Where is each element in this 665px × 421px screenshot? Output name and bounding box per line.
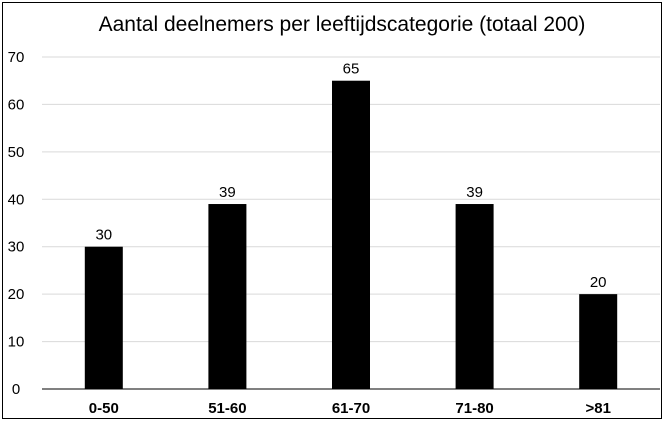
data-label: 39 bbox=[466, 184, 483, 201]
data-label: 65 bbox=[343, 61, 360, 78]
y-tick-label: 30 bbox=[8, 239, 25, 256]
bar bbox=[332, 80, 370, 389]
y-tick-label: 20 bbox=[8, 286, 25, 303]
bar bbox=[208, 204, 247, 389]
x-tick-label: 0-50 bbox=[89, 400, 119, 417]
data-label: 39 bbox=[219, 184, 236, 201]
data-label: 20 bbox=[590, 274, 607, 291]
y-tick-label: 10 bbox=[8, 334, 25, 351]
x-tick-label: 51-60 bbox=[208, 400, 246, 417]
bar bbox=[579, 294, 618, 389]
data-labels: 30 39 65 39 20 bbox=[95, 61, 606, 291]
chart-title: Aantal deelnemers per leeftijdscategorie… bbox=[99, 13, 586, 36]
x-axis-ticks: 0-50 51-60 61-70 71-80 >81 bbox=[89, 400, 611, 417]
y-tick-label: 60 bbox=[8, 96, 25, 113]
data-label: 30 bbox=[95, 227, 112, 244]
y-tick-label: 70 bbox=[8, 49, 25, 66]
x-tick-label: 71-80 bbox=[455, 400, 493, 417]
bar bbox=[455, 204, 494, 389]
bars bbox=[84, 80, 618, 389]
bar bbox=[84, 246, 123, 389]
y-tick-label: 50 bbox=[8, 144, 25, 161]
y-axis-ticks: 0 10 20 30 40 50 60 70 bbox=[8, 49, 25, 398]
y-tick-label: 0 bbox=[12, 381, 20, 398]
x-tick-label: >81 bbox=[585, 400, 610, 417]
y-tick-label: 40 bbox=[8, 191, 25, 208]
x-tick-label: 61-70 bbox=[332, 400, 370, 417]
